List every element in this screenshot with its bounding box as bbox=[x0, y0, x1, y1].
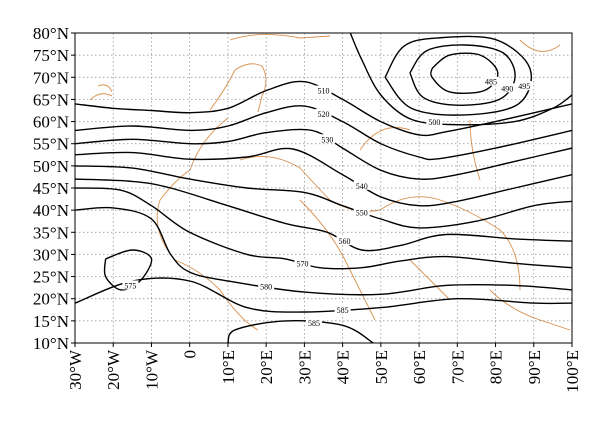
contour-label: 585 bbox=[308, 319, 320, 328]
y-tick-label: 30°N bbox=[33, 245, 69, 264]
x-tick-label: 30°E bbox=[295, 350, 314, 384]
y-tick-label: 45°N bbox=[33, 179, 69, 198]
y-tick-label: 15°N bbox=[33, 312, 69, 331]
contour-label: 540 bbox=[356, 182, 368, 191]
contour-line bbox=[430, 52, 499, 94]
y-tick-label: 50°N bbox=[33, 157, 69, 176]
x-tick-label: 10°E bbox=[219, 350, 238, 384]
contour-label: 560 bbox=[339, 237, 351, 246]
y-tick-label: 70°N bbox=[33, 68, 69, 87]
contour-label-bg bbox=[315, 85, 332, 95]
x-tick-label: 50°E bbox=[372, 350, 391, 384]
x-tick-label: 80°E bbox=[487, 350, 506, 384]
contour-label-bg bbox=[353, 180, 370, 190]
contour-label: 570 bbox=[296, 259, 308, 268]
contour-label: 510 bbox=[318, 87, 330, 96]
y-tick-label: 20°N bbox=[33, 290, 69, 309]
contour-label: 495 bbox=[518, 82, 530, 91]
contour-line bbox=[75, 147, 572, 207]
grid bbox=[75, 33, 572, 343]
contour-line bbox=[75, 277, 572, 313]
contour-label-bg bbox=[516, 81, 533, 91]
contour-label: 490 bbox=[501, 84, 513, 93]
contour-label-bg bbox=[482, 76, 499, 86]
contour-label-bg bbox=[122, 280, 139, 290]
contour-label: 580 bbox=[260, 283, 272, 292]
x-tick-label: 20°E bbox=[257, 350, 276, 384]
contour-label: 520 bbox=[318, 110, 330, 119]
contour-label: 530 bbox=[321, 135, 333, 144]
contour-label-bg bbox=[334, 304, 351, 314]
x-tick-label: 60°E bbox=[410, 350, 429, 384]
contour-label-bg bbox=[294, 258, 311, 268]
contour-label-bg bbox=[336, 236, 353, 246]
contour-line bbox=[75, 178, 572, 252]
axes: 10°N 15°N 20°N 25°N 30°N 35°N 40°N 45°N 50°N 55°N… bbox=[33, 24, 582, 393]
contour-label: 585 bbox=[337, 306, 349, 315]
y-tick-label: 75°N bbox=[33, 46, 69, 65]
contour-label: 575 bbox=[124, 281, 136, 290]
contour-label-bg bbox=[305, 318, 322, 328]
x-tick-label: 20°W bbox=[104, 349, 123, 390]
contour-label-bg bbox=[353, 207, 370, 217]
contour-label-bg bbox=[499, 83, 516, 93]
contour-line bbox=[409, 44, 516, 106]
contour-line bbox=[75, 80, 572, 137]
contour-line bbox=[103, 249, 153, 291]
x-tick-label: 100°E bbox=[563, 350, 582, 393]
x-tick-label: 70°E bbox=[448, 350, 467, 384]
contour-label-bg bbox=[315, 108, 332, 118]
y-tick-label: 25°N bbox=[33, 268, 69, 287]
y-tick-label: 55°N bbox=[33, 135, 69, 154]
contour-label-bg bbox=[258, 281, 275, 291]
contour-label: 485 bbox=[485, 78, 497, 87]
y-tick-label: 10°N bbox=[33, 334, 69, 353]
contour-label: 500 bbox=[428, 118, 440, 127]
contour-label-bg bbox=[426, 117, 443, 127]
contour-line bbox=[227, 320, 374, 343]
x-tick-label: 90°E bbox=[525, 350, 544, 384]
contour-label: 550 bbox=[356, 208, 368, 217]
y-tick-label: 80°N bbox=[33, 24, 69, 43]
x-tick-label: 0 bbox=[181, 350, 200, 359]
y-tick-label: 60°N bbox=[33, 113, 69, 132]
contour-label-bg bbox=[319, 134, 336, 144]
y-tick-label: 65°N bbox=[33, 90, 69, 109]
x-tick-label: 30°W bbox=[66, 349, 85, 390]
contour-line bbox=[75, 165, 572, 229]
x-tick-label: 10°W bbox=[142, 349, 161, 390]
x-tick-label: 40°E bbox=[334, 350, 353, 384]
contour-labels: 485 490 495 500 510 520 530 540 550 560 570 575 580 5… bbox=[122, 76, 533, 328]
contour-line bbox=[384, 35, 532, 116]
contour-line bbox=[75, 206, 572, 296]
y-tick-label: 35°N bbox=[33, 223, 69, 242]
y-tick-label: 40°N bbox=[33, 201, 69, 220]
